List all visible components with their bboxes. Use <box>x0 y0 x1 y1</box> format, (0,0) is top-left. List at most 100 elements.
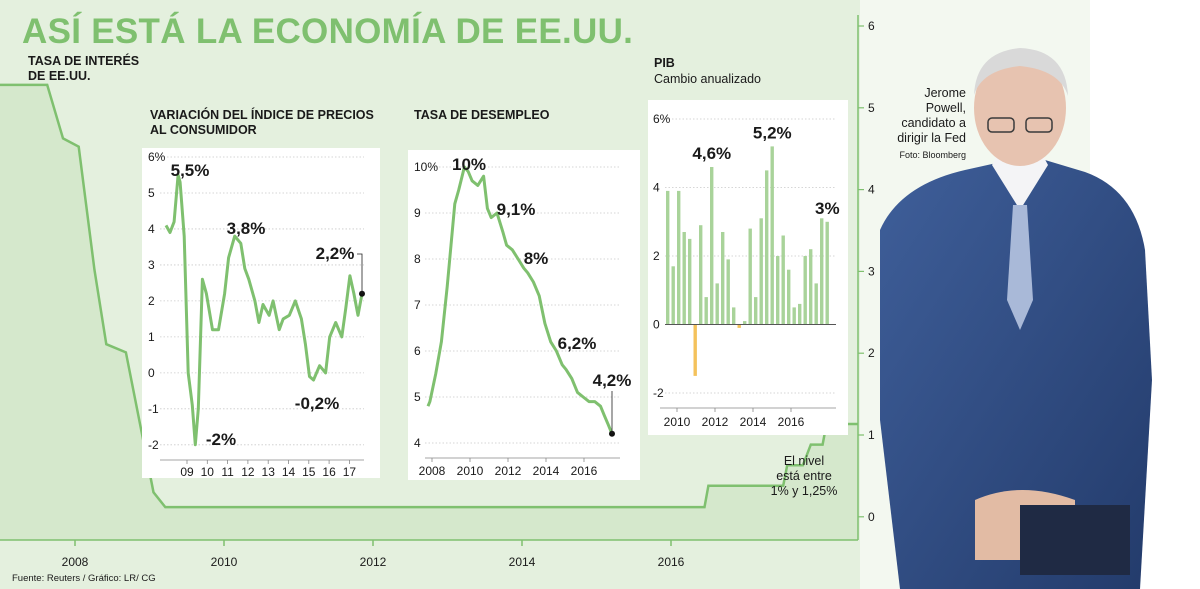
necktie <box>1007 205 1033 330</box>
unemp-y-tick-label: 9 <box>414 206 421 220</box>
cpi-y-tick-label: 6% <box>148 150 166 164</box>
unemployment-title: TASA DE DESEMPLEO <box>414 108 550 122</box>
gdp-bar <box>699 225 703 325</box>
cpi-x-tick-label: 17 <box>343 465 357 479</box>
gdp-bar <box>809 249 813 325</box>
cpi-y-tick-label: 4 <box>148 222 155 236</box>
rate-area <box>0 84 858 541</box>
source-note: Fuente: Reuters / Gráfico: LR/ CG <box>12 573 156 584</box>
cpi-x-tick-label: 16 <box>322 465 336 479</box>
cpi-data-label: -0,2% <box>295 394 339 413</box>
gdp-bar <box>704 297 708 325</box>
rate-x-tick-label: 2008 <box>62 555 89 569</box>
unemp-y-tick-label: 7 <box>414 298 421 312</box>
cpi-title-line1: VARIACIÓN DEL ÍNDICE DE PRECIOS <box>150 108 374 122</box>
gdp-subtitle: Cambio anualizado <box>654 72 762 86</box>
gdp-x-tick-label: 2012 <box>702 415 729 429</box>
cpi-data-label: -2% <box>206 430 236 449</box>
cpi-last-point <box>359 290 365 297</box>
gdp-y-tick-label: 6% <box>653 112 671 126</box>
gdp-y-tick-label: 4 <box>653 181 660 195</box>
gdp-plot-bg <box>648 100 848 435</box>
gdp-data-label: 3% <box>815 199 840 218</box>
gdp-data-label: 4,6% <box>692 144 731 163</box>
interest-rate-title-line1: TASA DE INTERÉS <box>28 54 140 68</box>
cpi-x-tick-label: 10 <box>201 465 215 479</box>
rate-x-tick-label: 2010 <box>211 555 238 569</box>
gdp-bar <box>666 190 670 325</box>
cpi-data-label: 2,2% <box>316 244 355 263</box>
gdp-bar <box>787 269 791 325</box>
cpi-line <box>164 173 364 447</box>
unemp-x-tick-label: 2016 <box>571 464 598 478</box>
glasses-right <box>1025 117 1053 133</box>
gdp-bar <box>770 146 774 325</box>
cpi-leader-line <box>357 253 363 294</box>
unemp-data-label: 6,2% <box>558 334 597 353</box>
unemp-data-label: 8% <box>524 249 549 268</box>
caption-role-line1: candidato a <box>901 116 966 130</box>
page-title: ASÍ ESTÁ LA ECONOMÍA DE EE.UU. <box>22 12 634 51</box>
unemp-y-tick-label: 4 <box>414 436 421 450</box>
cpi-data-label: 5,5% <box>171 161 210 180</box>
gdp-x-tick-label: 2014 <box>740 415 767 429</box>
gdp-bar <box>803 256 807 325</box>
cpi-y-tick-label: 3 <box>148 258 155 272</box>
gdp-bar <box>715 283 719 325</box>
unemp-x-tick-label: 2012 <box>495 464 522 478</box>
unemployment-chart: 10% 9 8 7 6 5 4 2008 2010 2012 2014 2016 10% 9,1% 8% 6,… <box>408 150 640 480</box>
gdp-y-tick-label: -2 <box>653 386 664 400</box>
rate-note-line3: 1% y 1,25% <box>770 484 838 498</box>
rate-y-tick-label: 4 <box>868 183 875 197</box>
interest-rate-title-line2: DE EE.UU. <box>28 69 91 83</box>
gdp-bar <box>737 324 741 328</box>
unemp-line <box>426 165 614 435</box>
photo-caption: Jerome Powell, candidato a dirigir la Fe… <box>872 86 966 163</box>
photo-credit: Foto: Bloomberg <box>899 150 966 160</box>
cpi-x-tick-label: 12 <box>241 465 255 479</box>
gdp-bar <box>825 221 829 325</box>
gdp-bar <box>688 238 692 325</box>
gdp-x-tick-label: 2016 <box>778 415 805 429</box>
rate-note-line2: está entre <box>776 469 832 483</box>
gdp-bar <box>721 232 725 325</box>
rate-note-line1: El nivel <box>783 454 825 468</box>
cpi-x-tick-label: 09 <box>180 465 194 479</box>
rate-y-tick-label: 1 <box>868 428 875 442</box>
rate-y-tick-label: 5 <box>868 101 875 115</box>
hair <box>974 48 1068 96</box>
cpi-y-tick-label: -2 <box>148 438 159 452</box>
gdp-bar <box>671 266 675 325</box>
unemp-y-tick-label: 10% <box>414 160 438 174</box>
unemp-x-tick-label: 2014 <box>533 464 560 478</box>
cpi-y-tick-label: 0 <box>148 366 155 380</box>
cpi-y-tick-label: 2 <box>148 294 155 308</box>
caption-name-line1: Jerome <box>924 86 966 100</box>
cpi-y-tick-label: 5 <box>148 186 155 200</box>
rate-y-tick-label: 2 <box>868 346 875 360</box>
unemp-x-tick-label: 2010 <box>457 464 484 478</box>
unemp-data-label: 4,2% <box>593 371 632 390</box>
rate-x-tick-label: 2016 <box>658 555 685 569</box>
unemp-data-label: 10% <box>452 155 486 174</box>
gdp-bar <box>765 170 769 325</box>
rate-y-tick-label: 3 <box>868 264 875 278</box>
unemp-data-label: 9,1% <box>497 200 536 219</box>
cpi-x-tick-label: 13 <box>262 465 276 479</box>
unemp-plot-bg <box>408 150 640 480</box>
gdp-bar <box>710 167 714 325</box>
gdp-bar <box>754 297 758 325</box>
cpi-y-tick-label: 1 <box>148 330 155 344</box>
gdp-bar <box>792 307 796 325</box>
gdp-title: PIB <box>654 56 675 70</box>
rate-y-tick-label: 6 <box>868 19 875 33</box>
gdp-y-tick-label: 2 <box>653 249 660 263</box>
interest-rate-title: TASA DE INTERÉS DE EE.UU. <box>28 54 139 84</box>
gdp-bar <box>748 228 752 325</box>
glasses-left <box>987 117 1015 133</box>
gdp-bar <box>682 232 686 325</box>
cpi-title: VARIACIÓN DEL ÍNDICE DE PRECIOS AL CONSU… <box>150 108 374 138</box>
rate-x-tick-label: 2014 <box>509 555 536 569</box>
unemp-x-tick-label: 2008 <box>419 464 446 478</box>
